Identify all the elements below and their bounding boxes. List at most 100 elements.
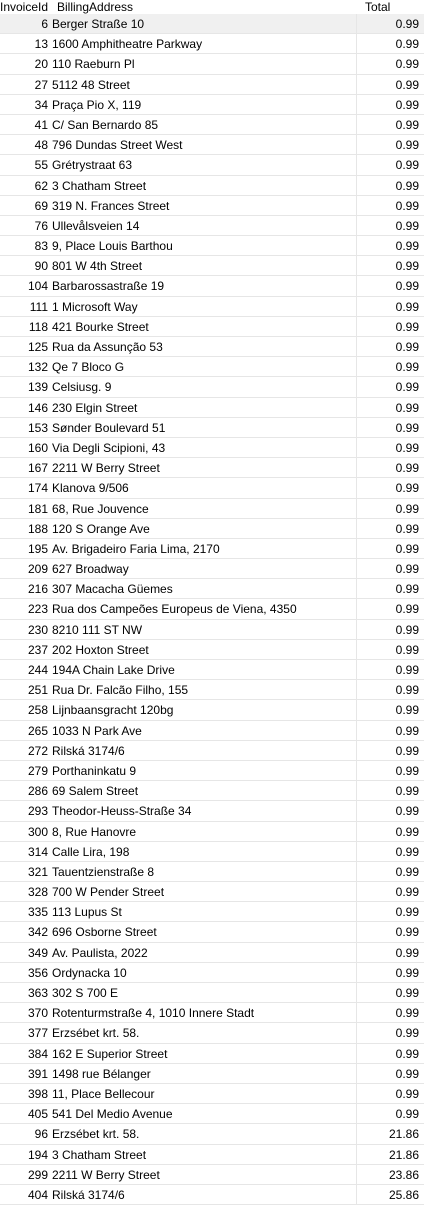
- billingaddress-cell[interactable]: 110 Raeburn Pl: [52, 54, 357, 74]
- billingaddress-cell[interactable]: 8210 111 ST NW: [52, 619, 357, 639]
- table-row[interactable]: 286 69 Salem Street 0.99: [0, 781, 424, 802]
- billingaddress-cell[interactable]: Erzsébet krt. 58.: [52, 1023, 357, 1043]
- billingaddress-cell[interactable]: C/ San Bernardo 85: [52, 114, 357, 135]
- invoiceid-cell[interactable]: 300: [27, 824, 48, 839]
- invoiceid-cell[interactable]: 237: [27, 642, 48, 657]
- billingaddress-cell[interactable]: 696 Osborne Street: [52, 922, 357, 942]
- billingaddress-cell[interactable]: Rua dos Campeões Europeus de Viena, 4350: [52, 599, 357, 619]
- table-row[interactable]: 76 Ullevålsveien 14 0.99: [0, 215, 424, 237]
- invoiceid-cell[interactable]: 293: [27, 804, 48, 819]
- invoiceid-cell[interactable]: 251: [27, 683, 48, 698]
- table-row[interactable]: 209 627 Broadway 0.99: [0, 559, 424, 580]
- table-row[interactable]: 34 Praça Pio X, 119 0.99: [0, 94, 424, 115]
- invoiceid-cell[interactable]: 34: [34, 97, 48, 112]
- table-row[interactable]: 293 Theodor-Heuss-Straße 34 0.99: [0, 801, 424, 822]
- invoiceid-cell[interactable]: 356: [27, 965, 48, 980]
- total-cell[interactable]: 0.99: [395, 239, 419, 254]
- table-row[interactable]: 146 230 Elgin Street 0.99: [0, 397, 424, 418]
- total-cell[interactable]: 23.86: [388, 1167, 419, 1182]
- table-row[interactable]: 6 Berger Straße 10 0.99: [0, 14, 424, 35]
- total-cell[interactable]: 0.99: [395, 158, 419, 173]
- invoiceid-cell[interactable]: 27: [34, 77, 48, 92]
- total-cell[interactable]: 0.99: [395, 420, 419, 435]
- invoiceid-cell[interactable]: 363: [27, 986, 48, 1000]
- total-cell[interactable]: 0.99: [395, 622, 419, 637]
- invoiceid-cell[interactable]: 314: [27, 844, 48, 859]
- table-row[interactable]: 118 421 Bourke Street 0.99: [0, 316, 424, 337]
- total-cell[interactable]: 0.99: [395, 138, 419, 153]
- table-row[interactable]: 160 Via Degli Scipioni, 43 0.99: [0, 437, 424, 459]
- invoiceid-cell[interactable]: 194: [27, 1147, 48, 1162]
- billingaddress-cell[interactable]: Celsiusg. 9: [52, 377, 357, 397]
- table-row[interactable]: 342 696 Osborne Street 0.99: [0, 922, 424, 943]
- invoiceid-cell[interactable]: 90: [34, 259, 48, 274]
- total-cell[interactable]: 0.99: [395, 885, 419, 900]
- table-row[interactable]: 314 Calle Lira, 198 0.99: [0, 841, 424, 862]
- table-row[interactable]: 132 Qe 7 Bloco G 0.99: [0, 357, 424, 378]
- billingaddress-cell[interactable]: 5112 48 Street: [52, 74, 357, 94]
- invoiceid-cell[interactable]: 153: [27, 420, 48, 435]
- billingaddress-cell[interactable]: 202 Hoxton Street: [52, 639, 357, 659]
- invoiceid-cell[interactable]: 321: [27, 864, 48, 879]
- table-row[interactable]: 55 Grétrystraat 63 0.99: [0, 155, 424, 176]
- total-cell[interactable]: 0.99: [395, 1107, 419, 1122]
- billingaddress-cell[interactable]: Rilská 3174/6: [52, 740, 357, 760]
- total-cell[interactable]: 0.99: [395, 501, 419, 516]
- invoiceid-cell[interactable]: 405: [27, 1107, 48, 1122]
- table-row[interactable]: 230 8210 111 ST NW 0.99: [0, 619, 424, 640]
- table-row[interactable]: 13 1600 Amphitheatre Parkway 0.99: [0, 34, 424, 55]
- invoiceid-cell[interactable]: 96: [34, 1127, 48, 1142]
- table-row[interactable]: 195 Av. Brigadeiro Faria Lima, 2170 0.99: [0, 538, 424, 560]
- invoiceid-cell[interactable]: 76: [34, 218, 48, 233]
- table-row[interactable]: 174 Klanova 9/506 0.99: [0, 478, 424, 499]
- billingaddress-cell[interactable]: 319 N. Frances Street: [52, 195, 357, 215]
- total-cell[interactable]: 0.99: [395, 763, 419, 778]
- invoiceid-cell[interactable]: 244: [27, 663, 48, 677]
- invoiceid-cell[interactable]: 216: [27, 582, 48, 597]
- invoiceid-cell[interactable]: 279: [27, 763, 48, 778]
- table-row[interactable]: 398 11, Place Bellecour 0.99: [0, 1083, 424, 1105]
- total-cell[interactable]: 0.99: [395, 360, 419, 375]
- table-row[interactable]: 244 194A Chain Lake Drive 0.99: [0, 660, 424, 681]
- table-row[interactable]: 194 3 Chatham Street 21.86: [0, 1144, 424, 1165]
- total-cell[interactable]: 0.99: [395, 965, 419, 980]
- total-cell[interactable]: 0.99: [395, 986, 419, 1000]
- total-cell[interactable]: 0.99: [395, 17, 419, 31]
- total-cell[interactable]: 0.99: [395, 602, 419, 617]
- total-cell[interactable]: 21.86: [388, 1147, 419, 1162]
- total-cell[interactable]: 0.99: [395, 37, 419, 52]
- billingaddress-cell[interactable]: Qe 7 Bloco G: [52, 357, 357, 377]
- billingaddress-cell[interactable]: 230 Elgin Street: [52, 397, 357, 417]
- billingaddress-cell[interactable]: 421 Bourke Street: [52, 316, 357, 336]
- table-row[interactable]: 384 162 E Superior Street 0.99: [0, 1043, 424, 1064]
- invoiceid-cell[interactable]: 139: [27, 380, 48, 395]
- table-row[interactable]: 279 Porthaninkatu 9 0.99: [0, 760, 424, 782]
- billingaddress-cell[interactable]: 541 Del Medio Avenue: [52, 1104, 357, 1124]
- total-cell[interactable]: 0.99: [395, 1066, 419, 1081]
- total-cell[interactable]: 0.99: [395, 582, 419, 597]
- table-row[interactable]: 153 Sønder Boulevard 51 0.99: [0, 417, 424, 438]
- table-row[interactable]: 83 9, Place Louis Barthou 0.99: [0, 236, 424, 257]
- table-row[interactable]: 300 8, Rue Hanovre 0.99: [0, 821, 424, 842]
- billingaddress-cell[interactable]: 2211 W Berry Street: [52, 458, 357, 478]
- billingaddress-cell[interactable]: 1600 Amphitheatre Parkway: [52, 34, 357, 54]
- table-row[interactable]: 321 Tauentzienstraße 8 0.99: [0, 861, 424, 883]
- total-cell[interactable]: 0.99: [395, 1006, 419, 1021]
- billingaddress-cell[interactable]: 3 Chatham Street: [52, 1144, 357, 1164]
- total-cell[interactable]: 21.86: [388, 1127, 419, 1142]
- table-row[interactable]: 48 796 Dundas Street West 0.99: [0, 135, 424, 156]
- invoiceid-cell[interactable]: 335: [27, 905, 48, 920]
- invoiceid-cell[interactable]: 299: [27, 1167, 48, 1182]
- billingaddress-cell[interactable]: Klanova 9/506: [52, 478, 357, 498]
- invoiceid-cell[interactable]: 104: [27, 279, 48, 294]
- billingaddress-cell[interactable]: Rua Dr. Falcão Filho, 155: [52, 680, 357, 700]
- invoiceid-cell[interactable]: 41: [34, 117, 48, 132]
- total-cell[interactable]: 0.99: [395, 925, 419, 940]
- column-header-billingaddress[interactable]: BillingAddress: [57, 0, 134, 14]
- total-cell[interactable]: 0.99: [395, 380, 419, 395]
- table-row[interactable]: 328 700 W Pender Street 0.99: [0, 882, 424, 903]
- invoiceid-cell[interactable]: 265: [27, 723, 48, 738]
- total-cell[interactable]: 0.99: [395, 340, 419, 354]
- table-row[interactable]: 299 2211 W Berry Street 23.86: [0, 1164, 424, 1185]
- table-row[interactable]: 370 Rotenturmstraße 4, 1010 Innere Stadt 0…: [0, 1003, 424, 1024]
